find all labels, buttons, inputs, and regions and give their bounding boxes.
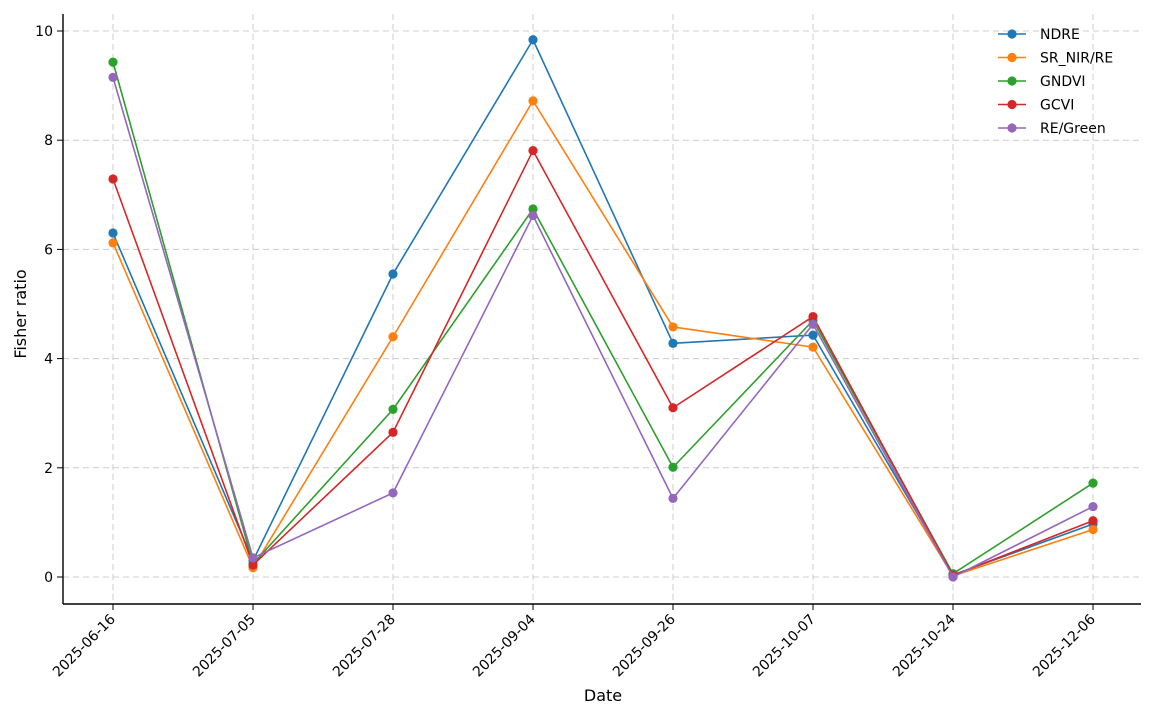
x-tick-label: 2025-09-26 (610, 611, 679, 680)
data-point (668, 403, 678, 413)
y-tick-label: 6 (44, 242, 53, 258)
y-tick-label: 2 (44, 461, 53, 477)
data-point (388, 427, 398, 437)
legend-label: NDRE (1040, 27, 1080, 43)
legend-label: SR_NIR/RE (1040, 51, 1113, 67)
data-point (528, 210, 538, 221)
data-point (108, 238, 118, 248)
data-point (388, 269, 398, 279)
legend-label: RE/Green (1040, 121, 1106, 137)
x-tick-label: 2025-10-24 (890, 611, 959, 680)
y-tick-label: 0 (44, 570, 53, 586)
legend-marker (1007, 29, 1017, 39)
data-point (808, 319, 818, 329)
x-tick-label: 2025-12-06 (1030, 611, 1099, 680)
series-line (112, 38, 1094, 576)
data-point (248, 553, 258, 563)
data-point (668, 322, 678, 332)
data-point (668, 493, 678, 503)
data-point (1088, 524, 1098, 535)
x-tick-label: 2025-07-05 (190, 612, 259, 681)
legend-marker (1007, 99, 1017, 110)
data-point (808, 330, 818, 340)
data-point (388, 404, 398, 414)
data-point (528, 96, 538, 106)
series-line (112, 77, 1094, 578)
data-point (248, 560, 258, 570)
data-point (808, 342, 818, 352)
axes: 2025-06-16 2025-07-05 2025-07-28 2025-09-04… (35, 14, 1141, 680)
series-line (112, 100, 1094, 577)
x-axis-label: Date (584, 686, 622, 705)
series-re-green (108, 72, 1098, 582)
data-point (108, 174, 118, 184)
x-tick-label: 2025-06-16 (50, 611, 119, 680)
grid (63, 14, 1141, 604)
data-point (528, 35, 538, 45)
series-ndre (108, 35, 1098, 580)
data-point (528, 204, 538, 214)
y-tick-label: 8 (44, 133, 53, 149)
series-line (112, 61, 1094, 575)
x-tick-label: 2025-09-04 (470, 611, 539, 680)
y-tick-label: 10 (35, 24, 53, 40)
y-tick-label: 4 (44, 352, 53, 368)
series-gcvi (108, 145, 1098, 580)
y-axis-label: Fisher ratio (11, 269, 30, 358)
legend-label: GNDVI (1040, 74, 1086, 90)
legend-label: GCVI (1040, 98, 1074, 114)
series-gndvi (108, 57, 1098, 579)
data-point (668, 462, 678, 472)
legend-marker (1007, 52, 1017, 63)
legend: NDRE SR_NIR/RE GNDVI GCVI RE/Green (998, 27, 1113, 137)
series-line (112, 149, 1094, 577)
data-point (528, 145, 538, 156)
legend-marker (1007, 76, 1017, 86)
data-point (1088, 516, 1098, 526)
data-point (108, 57, 118, 67)
data-point (1088, 501, 1098, 512)
data-point (808, 311, 818, 322)
data-point (388, 488, 398, 498)
x-tick-label: 2025-10-07 (750, 612, 819, 681)
data-point (108, 228, 118, 238)
data-point (668, 338, 678, 348)
data-point (1088, 478, 1098, 488)
data-point (948, 572, 958, 582)
data-point (108, 72, 118, 83)
data-point (388, 332, 398, 342)
x-tick-label: 2025-07-28 (330, 612, 399, 681)
series-group (108, 35, 1098, 582)
legend-marker (1007, 123, 1017, 133)
